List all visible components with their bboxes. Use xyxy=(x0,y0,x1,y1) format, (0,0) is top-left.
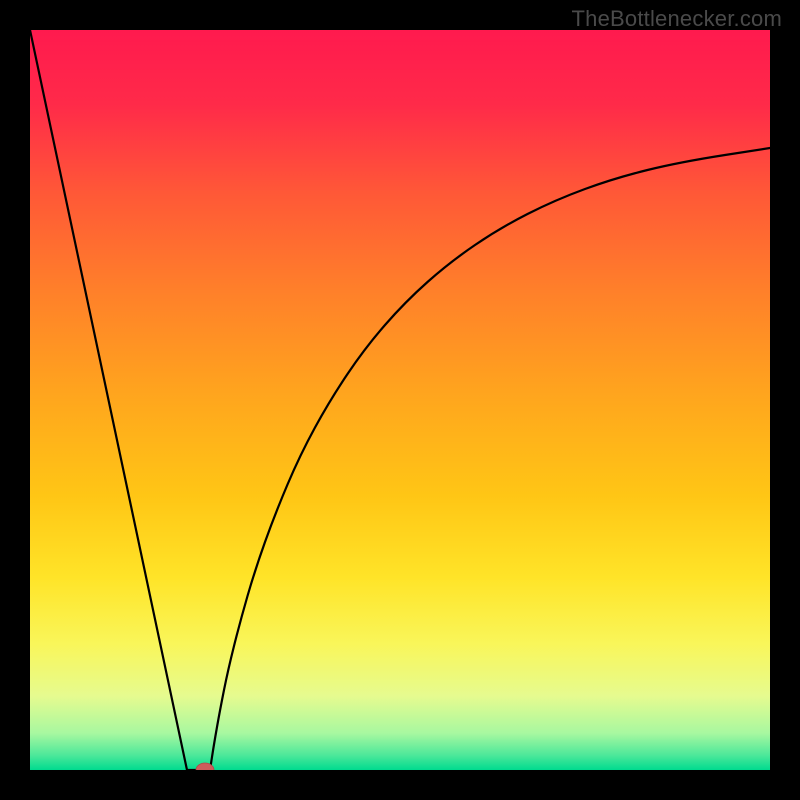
chart-container: TheBottlenecker.com xyxy=(0,0,800,800)
gradient-background xyxy=(30,30,770,770)
watermark-text: TheBottlenecker.com xyxy=(572,6,782,32)
bottleneck-chart xyxy=(0,0,800,800)
